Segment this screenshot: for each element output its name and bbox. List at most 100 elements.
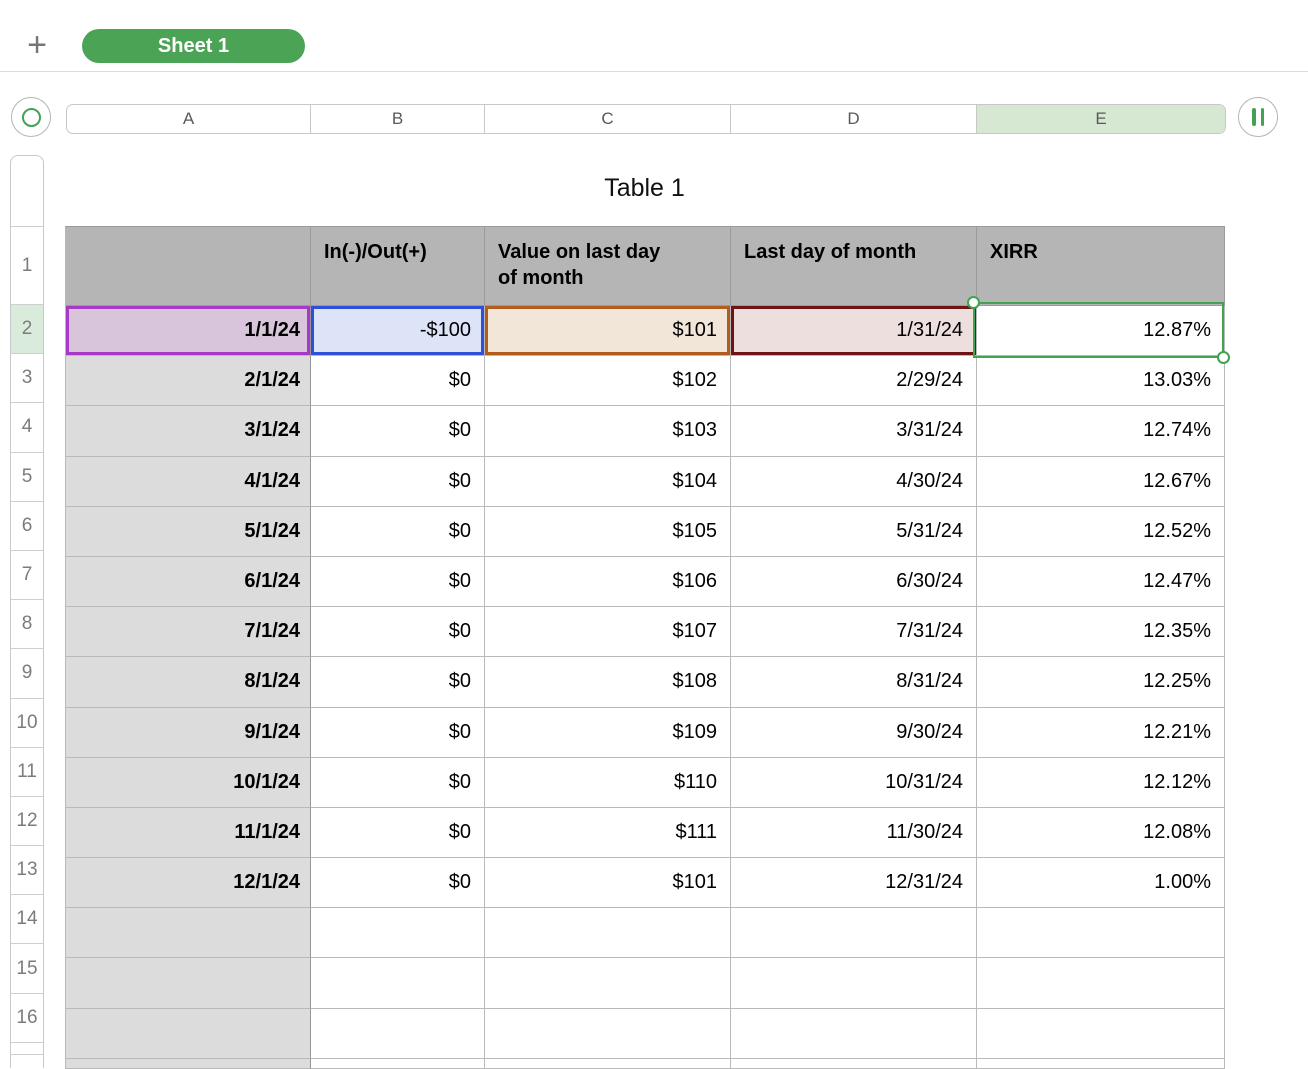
cell-D8[interactable]: 7/31/24 xyxy=(731,607,977,658)
cell-C14[interactable] xyxy=(485,908,731,959)
cell-C13[interactable]: $101 xyxy=(485,858,731,909)
cell-D5[interactable]: 4/30/24 xyxy=(731,456,977,507)
cell-A14[interactable] xyxy=(66,908,311,959)
cell-E5[interactable]: 12.67% xyxy=(977,456,1225,507)
cell-D13[interactable]: 12/31/24 xyxy=(731,858,977,909)
row-header-10[interactable]: 10 xyxy=(11,699,43,748)
cell-A8[interactable]: 7/1/24 xyxy=(66,607,311,658)
table-select-button[interactable] xyxy=(11,97,51,137)
cell-B12[interactable]: $0 xyxy=(311,807,485,859)
sheet-tab[interactable]: Sheet 1 xyxy=(82,29,305,63)
cell-B6[interactable]: $0 xyxy=(311,506,485,557)
cell-A2[interactable]: 1/1/24 xyxy=(66,306,311,357)
cell-B1[interactable]: In(-)/Out(+) xyxy=(311,227,485,306)
cell-D7[interactable]: 6/30/24 xyxy=(731,556,977,608)
cell-A16[interactable] xyxy=(66,1008,311,1059)
cell-C9[interactable]: $108 xyxy=(485,657,731,708)
cell-E6[interactable]: 12.52% xyxy=(977,506,1225,557)
resize-columns-button[interactable] xyxy=(1238,97,1278,137)
cell-E2[interactable]: 12.87% xyxy=(977,306,1225,357)
cell-D2[interactable]: 1/31/24 xyxy=(731,306,977,357)
cell-B14[interactable] xyxy=(311,908,485,959)
cell-A6[interactable]: 5/1/24 xyxy=(66,506,311,557)
cell-D15[interactable] xyxy=(731,958,977,1009)
cell-A7[interactable]: 6/1/24 xyxy=(66,556,311,608)
cell-D10[interactable]: 9/30/24 xyxy=(731,707,977,758)
row-header-8[interactable]: 8 xyxy=(11,600,43,650)
row-header-13[interactable]: 13 xyxy=(11,846,43,896)
cell-C17[interactable] xyxy=(485,1058,731,1069)
row-header-7[interactable]: 7 xyxy=(11,551,43,601)
cell-C10[interactable]: $109 xyxy=(485,707,731,758)
cell-E12[interactable]: 12.08% xyxy=(977,807,1225,859)
cell-B7[interactable]: $0 xyxy=(311,556,485,608)
cell-C5[interactable]: $104 xyxy=(485,456,731,507)
cell-B2[interactable]: -$100 xyxy=(311,306,485,357)
cell-E14[interactable] xyxy=(977,908,1225,959)
cell-C11[interactable]: $110 xyxy=(485,757,731,808)
cell-B8[interactable]: $0 xyxy=(311,607,485,658)
cell-A10[interactable]: 9/1/24 xyxy=(66,707,311,758)
cell-A15[interactable] xyxy=(66,958,311,1009)
column-header-A[interactable]: A xyxy=(67,105,311,133)
cell-E8[interactable]: 12.35% xyxy=(977,607,1225,658)
table-title[interactable]: Table 1 xyxy=(604,174,685,202)
cell-A3[interactable]: 2/1/24 xyxy=(66,356,311,407)
cell-C3[interactable]: $102 xyxy=(485,356,731,407)
column-header-B[interactable]: B xyxy=(311,105,485,133)
cell-A11[interactable]: 10/1/24 xyxy=(66,757,311,808)
cell-B16[interactable] xyxy=(311,1008,485,1059)
cell-E1[interactable]: XIRR xyxy=(977,227,1225,306)
cell-B13[interactable]: $0 xyxy=(311,858,485,909)
cell-A9[interactable]: 8/1/24 xyxy=(66,657,311,708)
row-header-9[interactable]: 9 xyxy=(11,649,43,699)
cell-C4[interactable]: $103 xyxy=(485,406,731,457)
row-header-1[interactable]: 1 xyxy=(11,227,43,305)
selection-handle-top-left[interactable] xyxy=(967,296,980,309)
row-header-15[interactable]: 15 xyxy=(11,944,43,994)
cell-E17[interactable] xyxy=(977,1058,1225,1069)
cell-E15[interactable] xyxy=(977,958,1225,1009)
cell-A12[interactable]: 11/1/24 xyxy=(66,807,311,859)
cell-E9[interactable]: 12.25% xyxy=(977,657,1225,708)
cell-C15[interactable] xyxy=(485,958,731,1009)
cell-C16[interactable] xyxy=(485,1008,731,1059)
cell-D16[interactable] xyxy=(731,1008,977,1059)
cell-D12[interactable]: 11/30/24 xyxy=(731,807,977,859)
row-header-2[interactable]: 2 xyxy=(11,305,43,355)
cell-A13[interactable]: 12/1/24 xyxy=(66,858,311,909)
cell-E13[interactable]: 1.00% xyxy=(977,858,1225,909)
column-header-C[interactable]: C xyxy=(485,105,731,133)
cell-C2[interactable]: $101 xyxy=(485,306,731,357)
cell-E7[interactable]: 12.47% xyxy=(977,556,1225,608)
cell-C6[interactable]: $105 xyxy=(485,506,731,557)
cell-C8[interactable]: $107 xyxy=(485,607,731,658)
cell-D6[interactable]: 5/31/24 xyxy=(731,506,977,557)
cell-D14[interactable] xyxy=(731,908,977,959)
row-header-3[interactable]: 3 xyxy=(11,354,43,404)
cell-E10[interactable]: 12.21% xyxy=(977,707,1225,758)
cell-A5[interactable]: 4/1/24 xyxy=(66,456,311,507)
column-header-E[interactable]: E xyxy=(977,105,1225,133)
cell-D11[interactable]: 10/31/24 xyxy=(731,757,977,808)
cell-C1[interactable]: Value on last day of month xyxy=(485,227,731,306)
cell-B17[interactable] xyxy=(311,1058,485,1069)
cell-A4[interactable]: 3/1/24 xyxy=(66,406,311,457)
row-header-16[interactable]: 16 xyxy=(11,994,43,1043)
cell-D4[interactable]: 3/31/24 xyxy=(731,406,977,457)
cell-D1[interactable]: Last day of month xyxy=(731,227,977,306)
cell-E3[interactable]: 13.03% xyxy=(977,356,1225,407)
cell-B5[interactable]: $0 xyxy=(311,456,485,507)
cell-E11[interactable]: 12.12% xyxy=(977,757,1225,808)
cell-B11[interactable]: $0 xyxy=(311,757,485,808)
cell-B4[interactable]: $0 xyxy=(311,406,485,457)
cell-E4[interactable]: 12.74% xyxy=(977,406,1225,457)
cell-E16[interactable] xyxy=(977,1008,1225,1059)
cell-B10[interactable]: $0 xyxy=(311,707,485,758)
row-header-6[interactable]: 6 xyxy=(11,502,43,551)
selection-handle-bottom-right[interactable] xyxy=(1217,351,1230,364)
cell-A1[interactable] xyxy=(66,227,311,306)
row-header-14[interactable]: 14 xyxy=(11,895,43,945)
cell-B9[interactable]: $0 xyxy=(311,657,485,708)
cell-D9[interactable]: 8/31/24 xyxy=(731,657,977,708)
